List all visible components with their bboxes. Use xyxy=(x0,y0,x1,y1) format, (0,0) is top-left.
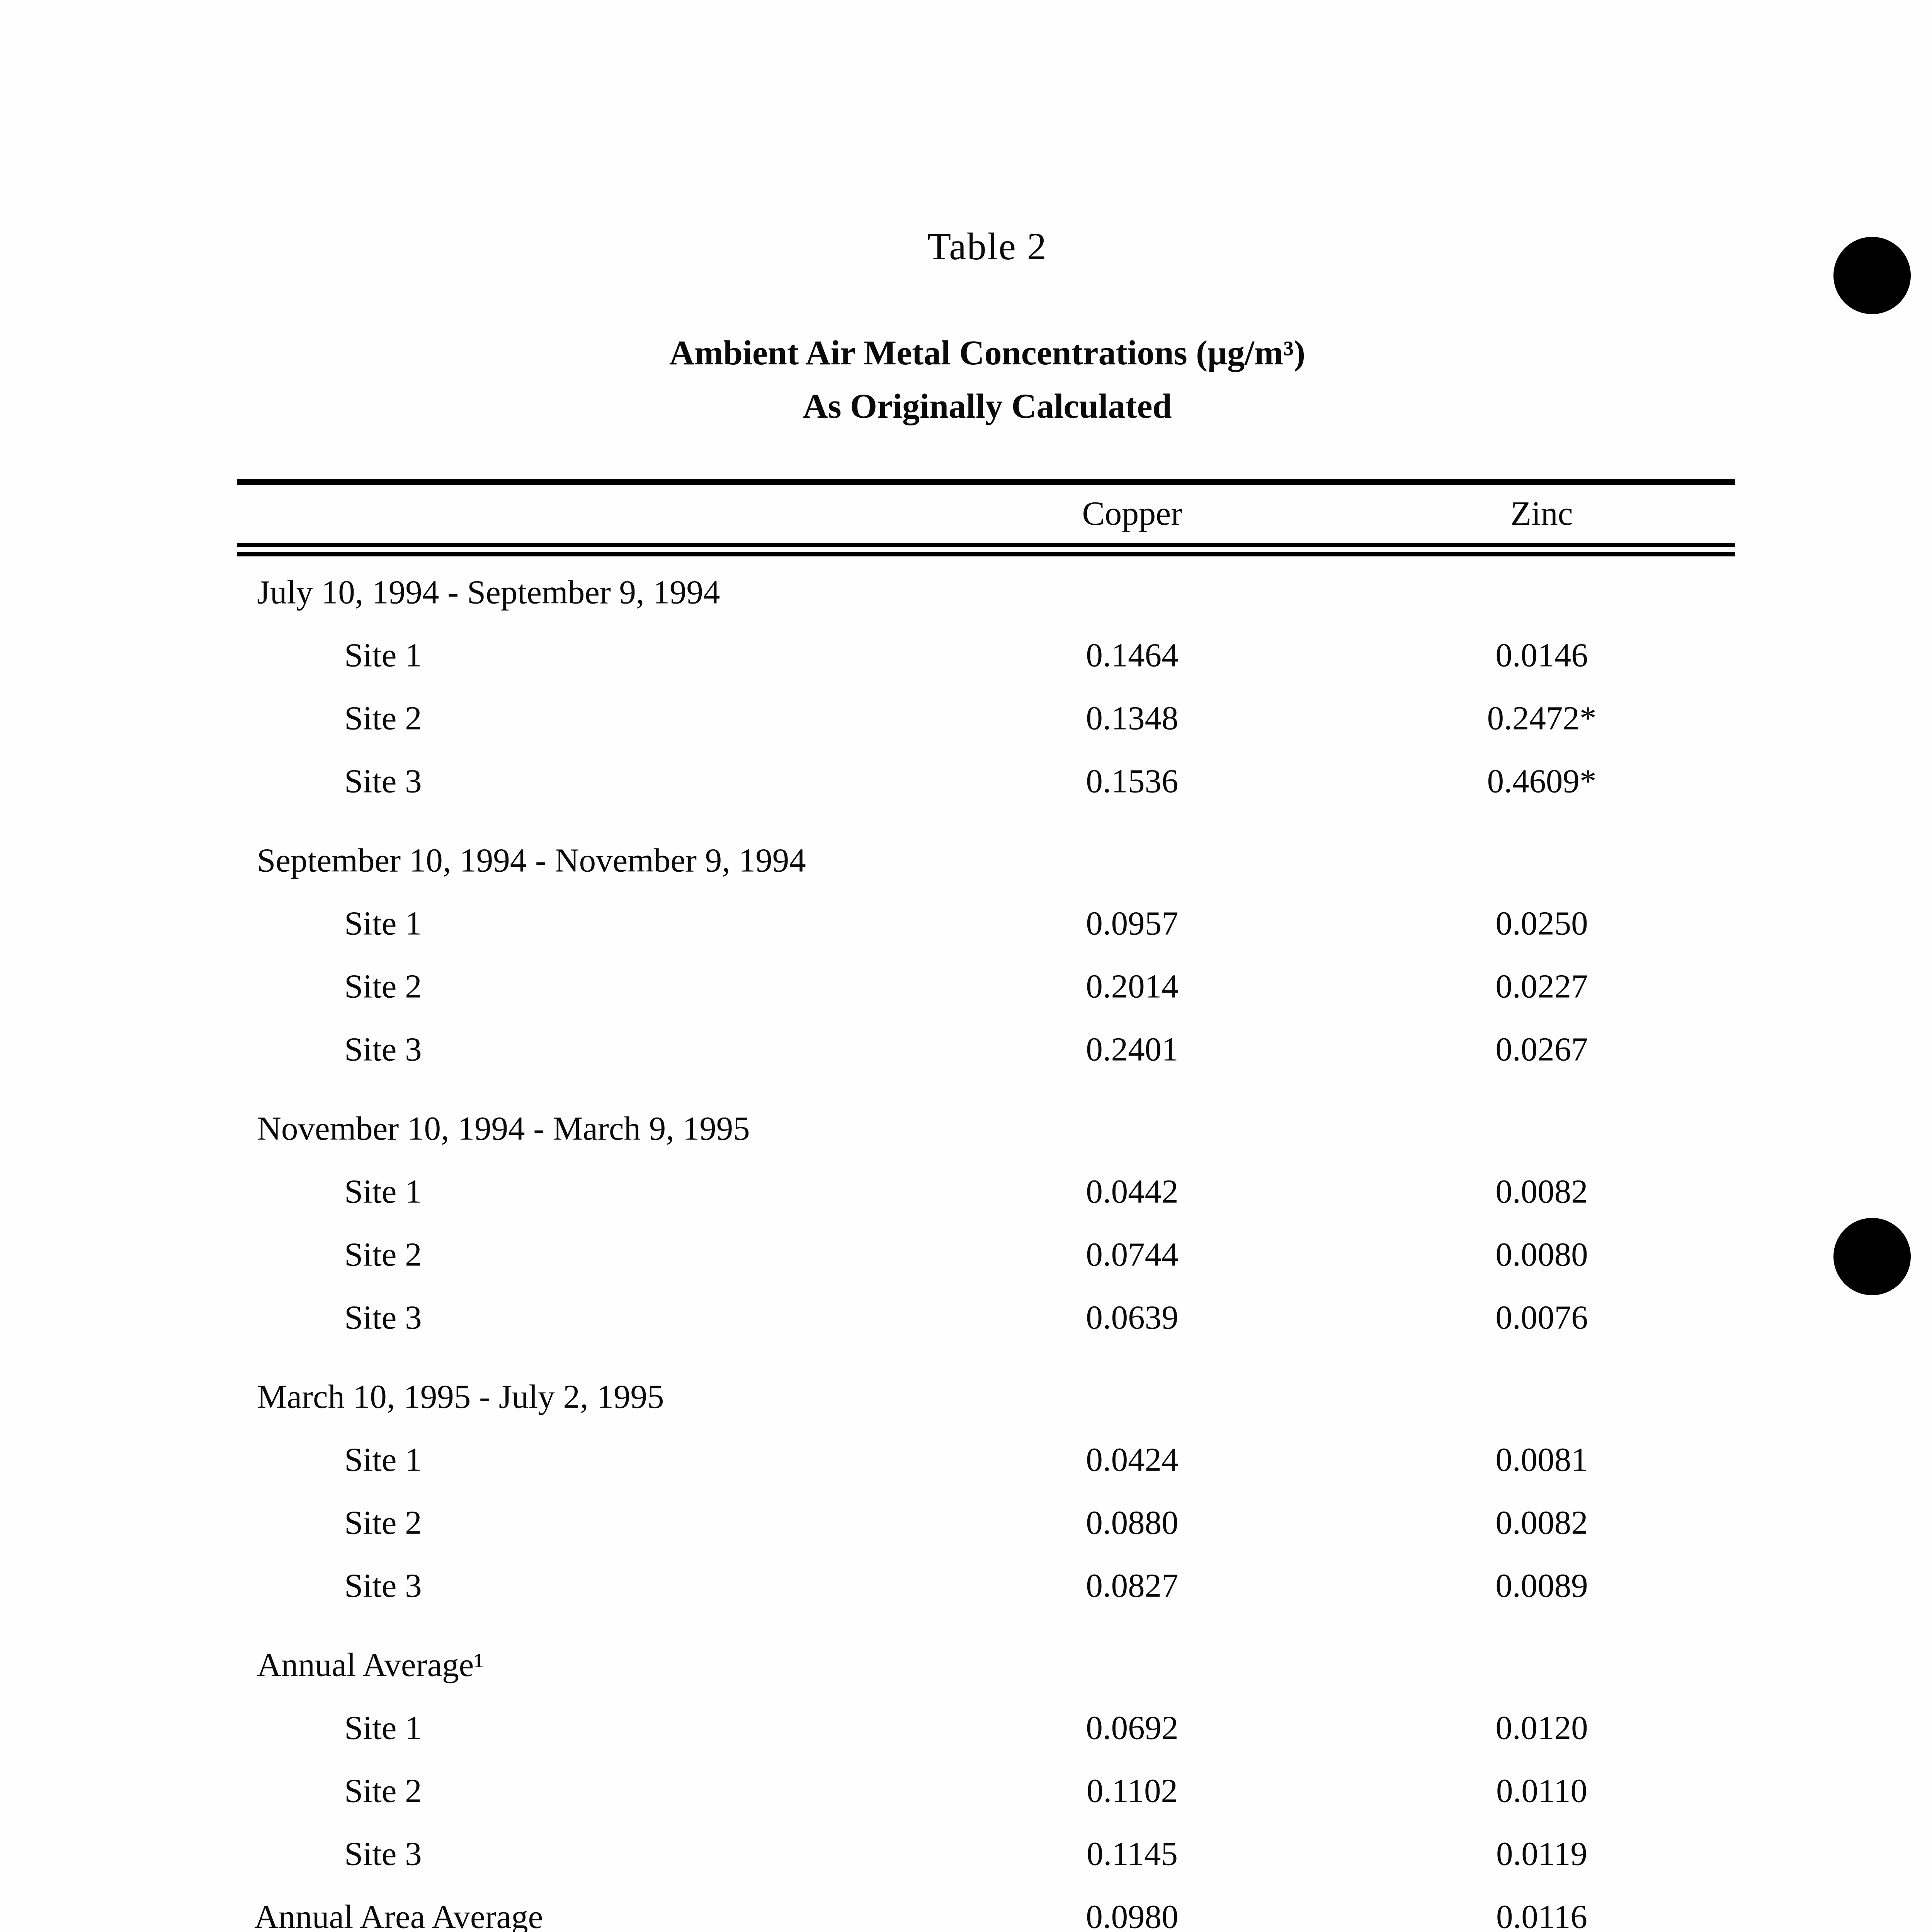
zinc-value: 0.4609* xyxy=(1487,762,1597,799)
site-label: Site 3 xyxy=(344,1298,422,1336)
zinc-value: 0.0076 xyxy=(1495,1298,1588,1336)
copper-value: 0.1536 xyxy=(1086,762,1179,799)
concentration-table: Copper Zinc July 10, 1994 - September 9,… xyxy=(237,479,1735,1932)
zinc-value: 0.2472* xyxy=(1487,699,1597,736)
site-label: Site 1 xyxy=(344,1172,422,1210)
site-label: Site 2 xyxy=(344,1503,422,1541)
table-row: Site 3 0.0639 0.0076 xyxy=(237,1286,1735,1349)
hole-punch-dot-top xyxy=(1833,237,1911,314)
copper-value: 0.1102 xyxy=(1086,1772,1178,1809)
zinc-value: 0.0110 xyxy=(1496,1772,1588,1809)
zinc-value: 0.0080 xyxy=(1495,1235,1588,1273)
copper-value: 0.0639 xyxy=(1086,1298,1179,1336)
zinc-value: 0.0146 xyxy=(1495,636,1588,673)
section-period-label: November 10, 1994 - March 9, 1995 xyxy=(257,1109,750,1147)
copper-value: 0.2401 xyxy=(1086,1030,1179,1068)
copper-value: 0.0957 xyxy=(1086,904,1179,942)
table-number-title: Table 2 xyxy=(927,225,1047,268)
table-row: Site 2 0.0880 0.0082 xyxy=(237,1491,1735,1554)
section-header-row: November 10, 1994 - March 9, 1995 xyxy=(237,1097,1735,1160)
copper-value: 0.0980 xyxy=(1086,1898,1179,1932)
zinc-value: 0.0267 xyxy=(1495,1030,1588,1068)
site-label: Site 1 xyxy=(344,636,422,673)
copper-value: 0.0692 xyxy=(1086,1709,1179,1746)
zinc-value: 0.0082 xyxy=(1495,1172,1588,1210)
site-label: Site 2 xyxy=(344,1772,422,1809)
zinc-value: 0.0120 xyxy=(1495,1709,1588,1746)
header-double-rule-2 xyxy=(237,552,1735,556)
column-header-zinc: Zinc xyxy=(1510,495,1573,532)
copper-value: 0.1145 xyxy=(1086,1835,1178,1872)
section-header-row: September 10, 1994 - November 9, 1994 xyxy=(237,828,1735,891)
site-label: Site 2 xyxy=(344,699,422,736)
zinc-value: 0.0119 xyxy=(1496,1835,1588,1872)
site-label: Site 2 xyxy=(344,1235,422,1273)
table-row: Site 1 0.0692 0.0120 xyxy=(237,1696,1735,1759)
table-row: Site 2 0.1102 0.0110 xyxy=(237,1759,1735,1822)
section-period-label: September 10, 1994 - November 9, 1994 xyxy=(257,841,806,879)
zinc-value: 0.0089 xyxy=(1495,1566,1588,1604)
table-row: Site 1 0.0442 0.0082 xyxy=(237,1160,1735,1223)
table-title-line1: Ambient Air Metal Concentrations (μg/m³) xyxy=(669,334,1306,372)
copper-value: 0.0424 xyxy=(1086,1440,1179,1478)
table-row: Site 3 0.1145 0.0119 xyxy=(237,1822,1735,1885)
zinc-value: 0.0082 xyxy=(1495,1503,1588,1541)
copper-value: 0.0880 xyxy=(1086,1503,1179,1541)
table-row: Site 2 0.1348 0.2472* xyxy=(237,686,1735,749)
table-row: Site 2 0.2014 0.0227 xyxy=(237,954,1735,1017)
zinc-value: 0.0081 xyxy=(1495,1440,1588,1478)
copper-value: 0.0827 xyxy=(1086,1566,1179,1604)
site-label: Site 3 xyxy=(344,1566,422,1604)
table-title: Ambient Air Metal Concentrations (μg/m³)… xyxy=(240,327,1735,433)
site-label: Site 1 xyxy=(344,904,422,942)
copper-value: 0.1464 xyxy=(1086,636,1179,673)
table-top-rule xyxy=(237,479,1735,485)
site-label: Site 3 xyxy=(344,1030,422,1068)
copper-value: 0.1348 xyxy=(1086,699,1179,736)
copper-value: 0.2014 xyxy=(1086,967,1179,1005)
site-label: Site 2 xyxy=(344,967,422,1005)
section-period-label: Annual Average¹ xyxy=(257,1646,484,1683)
zinc-value: 0.0250 xyxy=(1495,904,1588,942)
table-row: Site 1 0.1464 0.0146 xyxy=(237,623,1735,686)
zinc-value: 0.0227 xyxy=(1495,967,1588,1005)
table-header-row: Copper Zinc xyxy=(237,485,1735,543)
section-header-row: March 10, 1995 - July 2, 1995 xyxy=(237,1365,1735,1428)
table-row: Site 2 0.0744 0.0080 xyxy=(237,1223,1735,1286)
summary-label: Annual Area Average xyxy=(254,1898,543,1932)
site-label: Site 3 xyxy=(344,1835,422,1872)
site-label: Site 1 xyxy=(344,1709,422,1746)
section-header-row: July 10, 1994 - September 9, 1994 xyxy=(237,560,1735,623)
site-label: Site 1 xyxy=(344,1440,422,1478)
table-title-line2: As Originally Calculated xyxy=(803,387,1172,425)
section-period-label: July 10, 1994 - September 9, 1994 xyxy=(257,573,720,611)
hole-punch-dot-middle xyxy=(1833,1218,1911,1295)
table-row: Site 3 0.2401 0.0267 xyxy=(237,1017,1735,1080)
copper-value: 0.0744 xyxy=(1086,1235,1179,1273)
summary-row: Annual Area Average 0.0980 0.0116 xyxy=(237,1885,1735,1932)
table-row: Site 3 0.0827 0.0089 xyxy=(237,1554,1735,1617)
table-row: Site 1 0.0424 0.0081 xyxy=(237,1428,1735,1491)
section-period-label: March 10, 1995 - July 2, 1995 xyxy=(257,1378,664,1415)
copper-value: 0.0442 xyxy=(1086,1172,1179,1210)
column-header-copper: Copper xyxy=(1082,495,1182,532)
zinc-value: 0.0116 xyxy=(1496,1898,1588,1932)
table-row: Site 1 0.0957 0.0250 xyxy=(237,891,1735,954)
site-label: Site 3 xyxy=(344,762,422,799)
section-header-row: Annual Average¹ xyxy=(237,1633,1735,1696)
table-row: Site 3 0.1536 0.4609* xyxy=(237,749,1735,812)
header-double-rule-1 xyxy=(237,543,1735,547)
